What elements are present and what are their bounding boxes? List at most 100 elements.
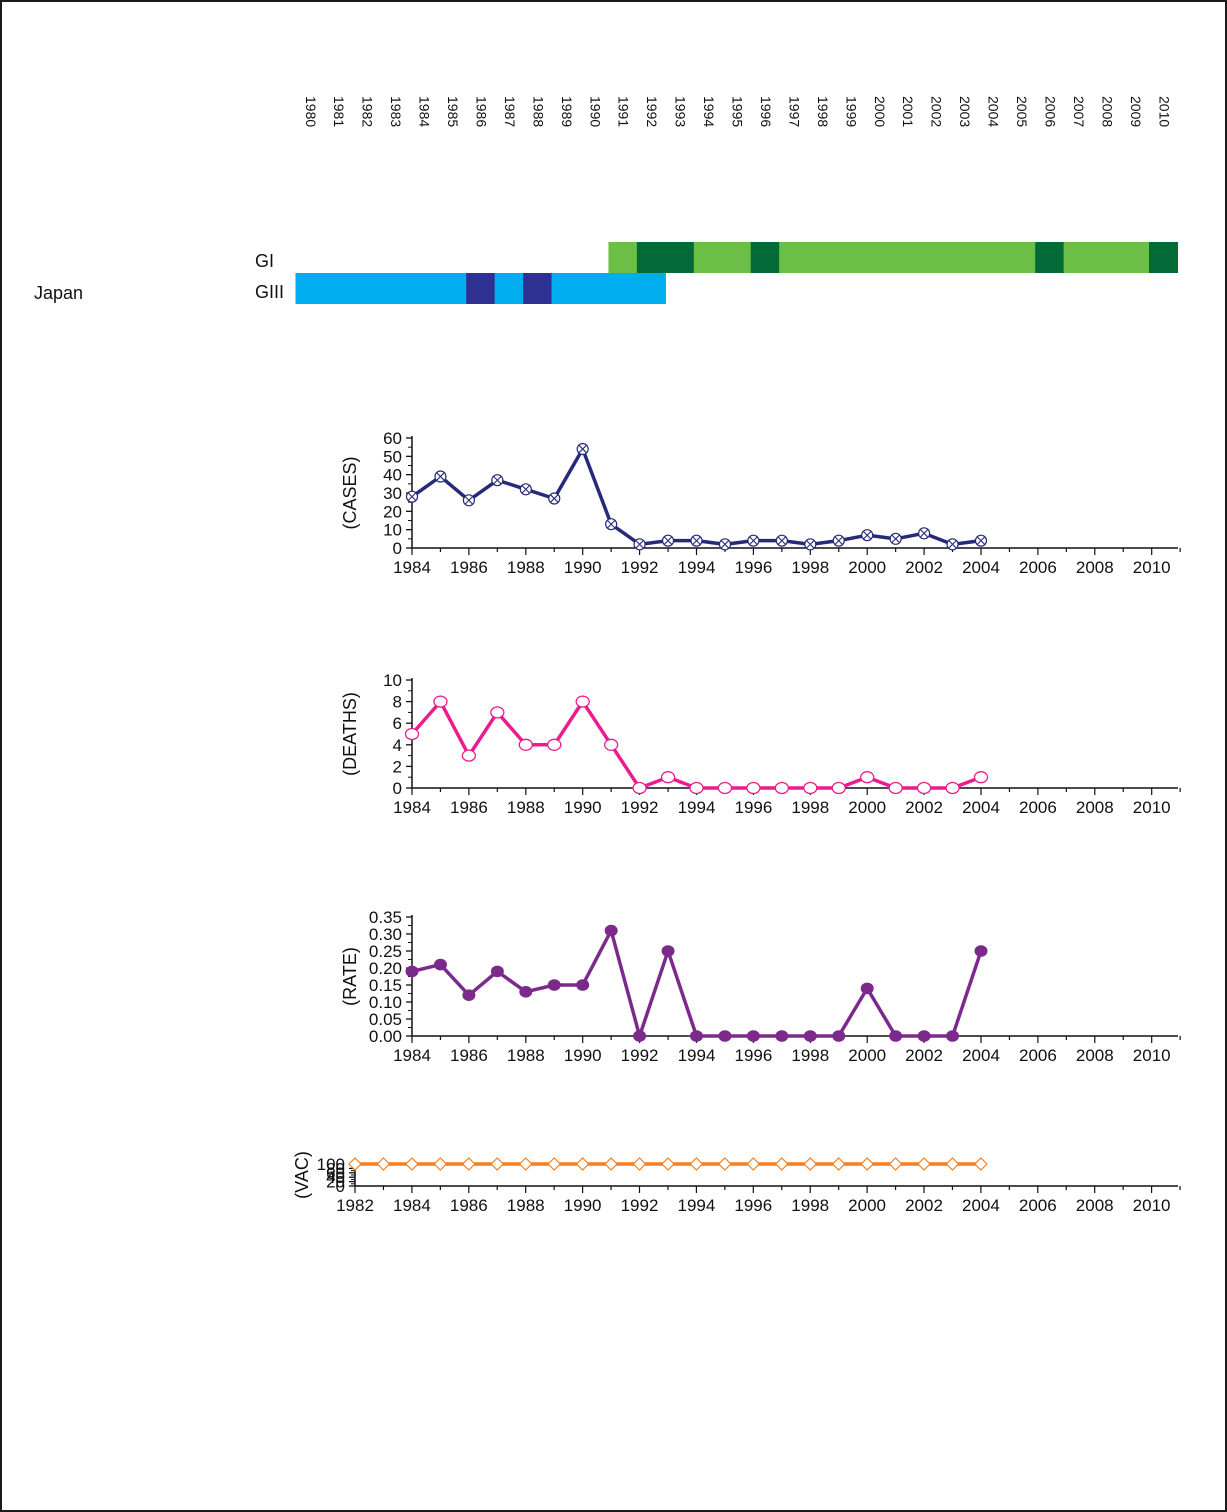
timeline-year-label: 1996 [758, 96, 774, 127]
x-tick-label: 2006 [1019, 558, 1057, 577]
data-point [917, 1157, 931, 1171]
y-tick-label: 0.35 [369, 908, 402, 927]
x-tick-label: 1986 [450, 1196, 488, 1215]
data-point [660, 771, 676, 784]
data-point [462, 989, 476, 1001]
data-point [804, 538, 817, 551]
data-point [519, 483, 532, 496]
y-tick-label: 8 [393, 693, 402, 712]
data-point [490, 706, 505, 719]
timeline-year-label: 1983 [388, 96, 404, 127]
x-tick-label: 1984 [393, 1046, 431, 1065]
data-point [518, 738, 533, 751]
genotype-segment [750, 242, 780, 273]
genotype-segment [608, 273, 638, 304]
timeline-year-label: 1980 [303, 96, 319, 127]
y-tick-label: 50 [383, 447, 402, 466]
data-point [945, 781, 960, 795]
x-tick-label: 1994 [678, 1046, 716, 1065]
data-point-cross [720, 540, 730, 549]
y-tick-label: 0 [393, 539, 402, 558]
genotype-row-label: GI [255, 251, 274, 271]
x-tick-label: 2002 [905, 558, 943, 577]
data-point [831, 781, 846, 795]
y-tick-label: 0.20 [369, 959, 402, 978]
series-line [411, 928, 983, 1038]
data-point [917, 1030, 931, 1042]
data-point [860, 771, 875, 784]
x-tick-label: 1996 [734, 1046, 772, 1065]
data-point [718, 538, 732, 551]
y-tick-label: 20 [326, 1173, 345, 1192]
timeline-year-label: 1985 [445, 96, 461, 127]
data-point [775, 1030, 789, 1042]
x-tick-label: 1986 [450, 1046, 488, 1065]
genotype-segment [779, 242, 809, 273]
data-point [690, 1030, 703, 1042]
genotype-segment [494, 273, 524, 304]
timeline-year-label: 1986 [473, 96, 489, 127]
x-tick-label: 1988 [507, 1196, 545, 1215]
data-point [917, 527, 931, 540]
chart-deaths: 0 2 4 6 8 10 1984 1986 1988 1990 1992 1994 1996 1998 2… [340, 671, 1181, 817]
data-point [575, 695, 590, 708]
x-tick-label: 1990 [564, 798, 602, 817]
data-point [774, 781, 789, 795]
x-tick-label: 2010 [1133, 558, 1171, 577]
x-tick-label: 2002 [905, 798, 943, 817]
y-axis-label: (CASES) [340, 456, 360, 529]
y-tick-label: 0.05 [369, 1010, 402, 1029]
data-point [434, 470, 447, 483]
y-tick-label: 6 [393, 714, 402, 733]
data-point [832, 1030, 846, 1042]
data-point [661, 945, 675, 957]
x-tick-label: 2008 [1076, 1046, 1114, 1065]
genotype-segment [523, 273, 553, 304]
y-tick-label: 40 [383, 466, 402, 485]
x-tick-label: 1984 [393, 1196, 431, 1215]
x-tick-label: 2004 [962, 558, 1000, 577]
data-point [547, 1157, 561, 1171]
data-point-cross [578, 444, 587, 454]
data-point [717, 781, 733, 795]
data-point [632, 1157, 647, 1171]
x-tick-label: 2002 [905, 1046, 943, 1065]
data-point [462, 494, 475, 507]
genotype-segment [693, 242, 723, 273]
timeline-year-label: 1994 [701, 96, 717, 127]
timeline-year-label: 1993 [673, 96, 689, 127]
genotype-segment [323, 273, 353, 304]
y-tick-label: 60 [326, 1164, 345, 1183]
x-tick-label: 1988 [507, 798, 545, 817]
timeline-year-label: 1988 [530, 96, 546, 127]
x-tick-label: 1994 [678, 798, 716, 817]
data-point [860, 1157, 874, 1171]
x-tick-label: 2000 [848, 1196, 886, 1215]
genotype-segment [921, 242, 951, 273]
data-point-cross [919, 529, 929, 538]
timeline-year-label: 1992 [644, 96, 660, 127]
y-axis-label: (RATE) [340, 947, 360, 1006]
data-point-cross [550, 494, 559, 503]
x-tick-label: 2008 [1076, 1196, 1114, 1215]
x-tick-label: 1996 [734, 558, 772, 577]
genotype-timeline: 1980 1981 1982 1983 1984 1985 1986 1987 1988 1989… [255, 96, 1179, 304]
x-tick-label: 2002 [905, 1196, 943, 1215]
x-tick-label: 1984 [393, 558, 431, 577]
data-point [747, 534, 760, 547]
data-point [861, 529, 874, 542]
timeline-year-label: 2001 [900, 96, 916, 127]
x-tick-label: 2008 [1076, 558, 1114, 577]
x-tick-label: 2006 [1019, 1046, 1057, 1065]
x-tick-label: 2006 [1019, 1196, 1057, 1215]
x-tick-label: 2010 [1133, 798, 1171, 817]
y-tick-label: 0.00 [369, 1027, 402, 1046]
data-point [946, 538, 959, 551]
x-tick-label: 1994 [678, 558, 716, 577]
x-tick-label: 2000 [848, 1046, 886, 1065]
data-point [803, 1030, 817, 1042]
y-tick-label: 0.15 [369, 976, 402, 995]
